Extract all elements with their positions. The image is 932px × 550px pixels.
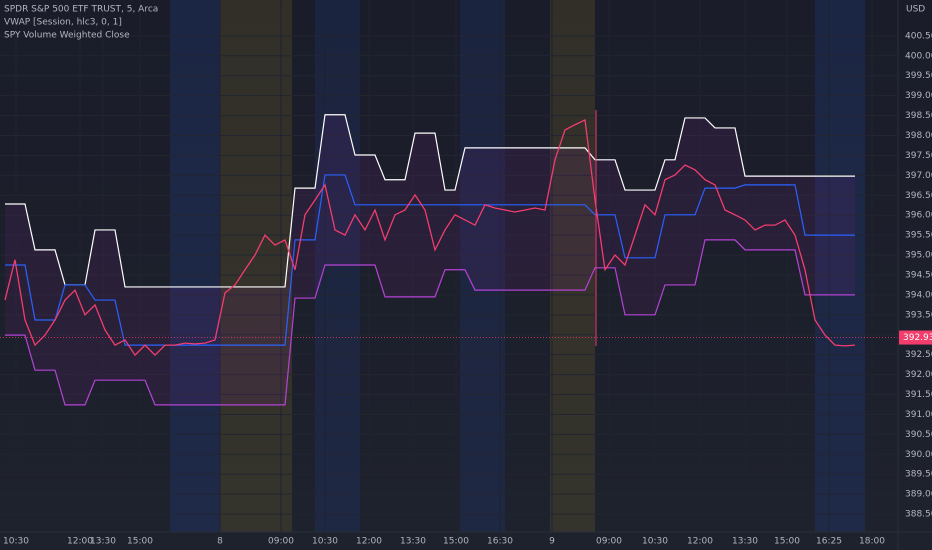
x-tick-label: 09:00 [268, 537, 294, 547]
y-tick-label: 398.50 [905, 111, 932, 121]
y-tick-label: 389.50 [905, 470, 932, 480]
y-tick-label: 396.50 [905, 191, 932, 201]
y-tick-label: 390.00 [905, 450, 932, 460]
legend-entry: VWAP [Session, hlc3, 0, 1] [4, 18, 122, 28]
x-tick-label: 18:00 [859, 537, 885, 547]
x-tick-label: 8 [217, 537, 223, 547]
y-tick-label: 391.00 [905, 410, 932, 420]
vwap-line [5, 174, 855, 346]
x-tick-label: 15:00 [127, 537, 153, 547]
x-tick-label: 10:30 [312, 537, 338, 547]
price-line [4, 118, 856, 357]
band-fill [5, 114, 855, 405]
x-tick-label: 15:00 [774, 537, 800, 547]
plot [0, 114, 898, 406]
price-axis-unit: USD [906, 5, 925, 15]
y-tick-label: 394.00 [905, 290, 932, 300]
y-tick-label: 391.50 [905, 390, 932, 400]
y-tick-label: 392.50 [905, 350, 932, 360]
x-tick-label: 13:30 [732, 537, 758, 547]
y-tick-label: 400.00 [905, 51, 932, 61]
session-band [815, 0, 865, 532]
band-line [5, 239, 855, 406]
y-tick-label: 396.00 [905, 211, 932, 221]
x-tick-label: 12:00 [67, 537, 93, 547]
x-tick-label: 13:30 [90, 537, 116, 547]
grid [0, 0, 898, 532]
session-shading [170, 0, 865, 532]
x-tick-label: 16:30 [487, 537, 513, 547]
band-line [5, 114, 855, 288]
session-band [550, 0, 595, 532]
x-tick-label: 16:25 [816, 537, 842, 547]
y-tick-label: 399.00 [905, 91, 932, 101]
y-tick-label: 390.50 [905, 430, 932, 440]
x-tick-label: 10:30 [642, 537, 668, 547]
y-tick-label: 388.50 [905, 510, 932, 520]
x-tick-label: 12:00 [356, 537, 382, 547]
last-price-badge [899, 330, 932, 345]
x-tick-label: 09:00 [596, 537, 622, 547]
y-tick-label: 395.00 [905, 251, 932, 261]
y-tick-label: 399.50 [905, 71, 932, 81]
x-tick-label: 10:30 [3, 537, 29, 547]
x-tick-label: 9 [549, 537, 555, 547]
last-price-label: 392.93 [903, 333, 932, 343]
y-tick-label: 397.00 [905, 171, 932, 181]
x-tick-label: 13:30 [400, 537, 426, 547]
y-tick-label: 398.00 [905, 131, 932, 141]
y-tick-label: 400.50 [905, 31, 932, 41]
y-tick-label: 393.50 [905, 310, 932, 320]
y-tick-label: 397.50 [905, 151, 932, 161]
chart-title: SPDR S&P 500 ETF TRUST, 5, Arca [4, 5, 158, 15]
x-tick-label: 12:00 [687, 537, 713, 547]
axes: 388.50 389.00 389.50 390.00 390.50 391.00 391.… [3, 31, 932, 547]
session-band [460, 0, 505, 532]
y-tick-label: 389.00 [905, 490, 932, 500]
session-band [315, 0, 360, 532]
legend-entry: SPY Volume Weighted Close [4, 31, 130, 41]
x-tick-label: 15:00 [443, 537, 469, 547]
session-band [170, 0, 220, 532]
y-tick-label: 392.00 [905, 370, 932, 380]
y-tick-label: 394.50 [905, 270, 932, 280]
session-band [220, 0, 292, 532]
y-tick-label: 395.50 [905, 231, 932, 241]
